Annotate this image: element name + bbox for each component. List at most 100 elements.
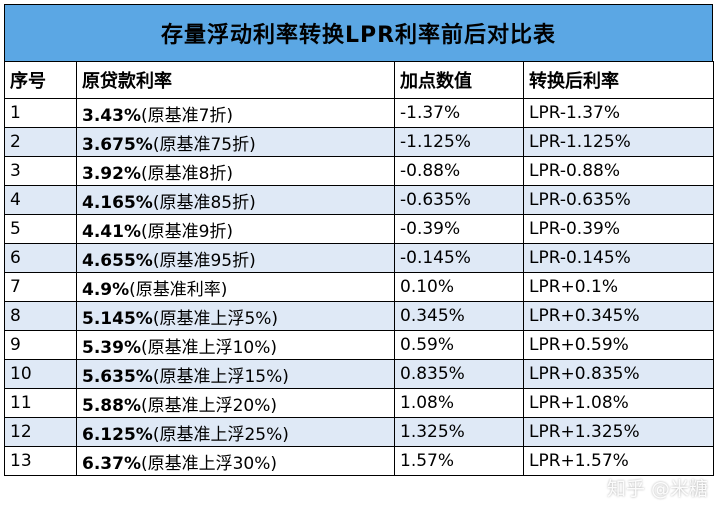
original-rate-note: (原基准8折)	[140, 163, 234, 184]
original-rate-note: (原基准上浮10%)	[140, 337, 278, 358]
cell-index: 7	[4, 272, 77, 302]
cell-converted-rate: LPR+1.57%	[523, 446, 714, 476]
cell-basis-points: 1.57%	[394, 446, 524, 476]
cell-basis-points: -1.37%	[394, 98, 524, 128]
cell-original-rate: 5.145%(原基准上浮5%)	[76, 301, 395, 331]
header-original-rate: 原贷款利率	[76, 61, 395, 99]
table-row: 7 4.9%(原基准利率) 0.10% LPR+0.1%	[4, 272, 714, 302]
cell-converted-rate: LPR-0.145%	[523, 243, 714, 273]
original-rate-note: (原基准上浮25%)	[152, 424, 289, 445]
original-rate-value: 5.635%	[82, 366, 153, 387]
cell-basis-points: 0.345%	[394, 301, 524, 331]
cell-index: 5	[4, 214, 77, 244]
cell-index: 2	[4, 127, 77, 157]
cell-converted-rate: LPR+0.345%	[523, 301, 714, 331]
cell-converted-rate: LPR-1.125%	[523, 127, 714, 157]
table-title: 存量浮动利率转换LPR利率前后对比表	[4, 4, 713, 61]
header-row: 序号 原贷款利率 加点数值 转换后利率	[4, 61, 714, 99]
cell-index: 10	[4, 359, 77, 389]
cell-basis-points: -0.635%	[394, 185, 524, 215]
cell-original-rate: 4.655%(原基准95折)	[76, 243, 395, 273]
original-rate-note: (原基准7折)	[140, 105, 234, 126]
comparison-table-container: 存量浮动利率转换LPR利率前后对比表 序号 原贷款利率 加点数值 转换后利率 1…	[4, 4, 714, 476]
comparison-table: 序号 原贷款利率 加点数值 转换后利率 1 3.43%(原基准7折) -1.37% L…	[4, 61, 714, 476]
cell-converted-rate: LPR-0.88%	[523, 156, 714, 186]
header-converted-rate: 转换后利率	[523, 61, 714, 99]
cell-basis-points: -0.39%	[394, 214, 524, 244]
original-rate-value: 3.92%	[82, 163, 141, 184]
cell-basis-points: 0.59%	[394, 330, 524, 360]
table-row: 1 3.43%(原基准7折) -1.37% LPR-1.37%	[4, 98, 714, 128]
cell-converted-rate: LPR-1.37%	[523, 98, 714, 128]
original-rate-value: 3.43%	[82, 105, 141, 126]
header-index: 序号	[4, 61, 77, 99]
original-rate-note: (原基准9折)	[140, 221, 234, 242]
table-row: 2 3.675%(原基准75折) -1.125% LPR-1.125%	[4, 127, 714, 157]
original-rate-note: (原基准上浮5%)	[152, 308, 279, 329]
original-rate-value: 6.37%	[82, 453, 141, 474]
cell-converted-rate: LPR+0.1%	[523, 272, 714, 302]
original-rate-value: 4.41%	[82, 221, 141, 242]
cell-converted-rate: LPR+0.835%	[523, 359, 714, 389]
cell-converted-rate: LPR+1.325%	[523, 417, 714, 447]
cell-original-rate: 3.92%(原基准8折)	[76, 156, 395, 186]
cell-index: 12	[4, 417, 77, 447]
cell-original-rate: 5.635%(原基准上浮15%)	[76, 359, 395, 389]
cell-basis-points: 0.835%	[394, 359, 524, 389]
original-rate-value: 3.675%	[82, 134, 153, 155]
table-row: 12 6.125%(原基准上浮25%) 1.325% LPR+1.325%	[4, 417, 714, 447]
original-rate-note: (原基准利率)	[129, 279, 228, 300]
cell-original-rate: 4.165%(原基准85折)	[76, 185, 395, 215]
table-row: 3 3.92%(原基准8折) -0.88% LPR-0.88%	[4, 156, 714, 186]
original-rate-value: 6.125%	[82, 424, 153, 445]
cell-converted-rate: LPR-0.39%	[523, 214, 714, 244]
cell-index: 8	[4, 301, 77, 331]
cell-index: 4	[4, 185, 77, 215]
original-rate-value: 4.165%	[82, 192, 153, 213]
table-row: 13 6.37%(原基准上浮30%) 1.57% LPR+1.57%	[4, 446, 714, 476]
original-rate-note: (原基准85折)	[152, 192, 256, 213]
cell-converted-rate: LPR+0.59%	[523, 330, 714, 360]
cell-index: 1	[4, 98, 77, 128]
original-rate-note: (原基准上浮30%)	[140, 453, 278, 474]
cell-basis-points: 0.10%	[394, 272, 524, 302]
original-rate-note: (原基准75折)	[152, 134, 256, 155]
watermark-text: 知乎 @米糖	[606, 478, 708, 500]
cell-basis-points: 1.325%	[394, 417, 524, 447]
original-rate-note: (原基准上浮15%)	[152, 366, 289, 387]
cell-index: 13	[4, 446, 77, 476]
original-rate-note: (原基准上浮20%)	[140, 395, 278, 416]
table-row: 8 5.145%(原基准上浮5%) 0.345% LPR+0.345%	[4, 301, 714, 331]
cell-original-rate: 4.41%(原基准9折)	[76, 214, 395, 244]
cell-original-rate: 6.37%(原基准上浮30%)	[76, 446, 395, 476]
cell-original-rate: 5.88%(原基准上浮20%)	[76, 388, 395, 418]
cell-converted-rate: LPR+1.08%	[523, 388, 714, 418]
cell-basis-points: -0.145%	[394, 243, 524, 273]
table-body: 1 3.43%(原基准7折) -1.37% LPR-1.37% 2 3.675%(原基准7…	[4, 98, 714, 476]
header-basis-points: 加点数值	[394, 61, 524, 99]
table-row: 5 4.41%(原基准9折) -0.39% LPR-0.39%	[4, 214, 714, 244]
cell-index: 3	[4, 156, 77, 186]
cell-converted-rate: LPR-0.635%	[523, 185, 714, 215]
cell-index: 9	[4, 330, 77, 360]
cell-original-rate: 5.39%(原基准上浮10%)	[76, 330, 395, 360]
original-rate-value: 5.145%	[82, 308, 153, 329]
original-rate-value: 5.39%	[82, 337, 141, 358]
cell-index: 6	[4, 243, 77, 273]
cell-basis-points: -1.125%	[394, 127, 524, 157]
table-row: 11 5.88%(原基准上浮20%) 1.08% LPR+1.08%	[4, 388, 714, 418]
cell-original-rate: 3.675%(原基准75折)	[76, 127, 395, 157]
cell-original-rate: 6.125%(原基准上浮25%)	[76, 417, 395, 447]
cell-original-rate: 4.9%(原基准利率)	[76, 272, 395, 302]
table-row: 6 4.655%(原基准95折) -0.145% LPR-0.145%	[4, 243, 714, 273]
original-rate-value: 4.9%	[82, 279, 130, 300]
cell-basis-points: -0.88%	[394, 156, 524, 186]
cell-basis-points: 1.08%	[394, 388, 524, 418]
cell-index: 11	[4, 388, 77, 418]
original-rate-value: 4.655%	[82, 250, 153, 271]
original-rate-value: 5.88%	[82, 395, 141, 416]
table-row: 4 4.165%(原基准85折) -0.635% LPR-0.635%	[4, 185, 714, 215]
original-rate-note: (原基准95折)	[152, 250, 256, 271]
table-row: 10 5.635%(原基准上浮15%) 0.835% LPR+0.835%	[4, 359, 714, 389]
table-row: 9 5.39%(原基准上浮10%) 0.59% LPR+0.59%	[4, 330, 714, 360]
